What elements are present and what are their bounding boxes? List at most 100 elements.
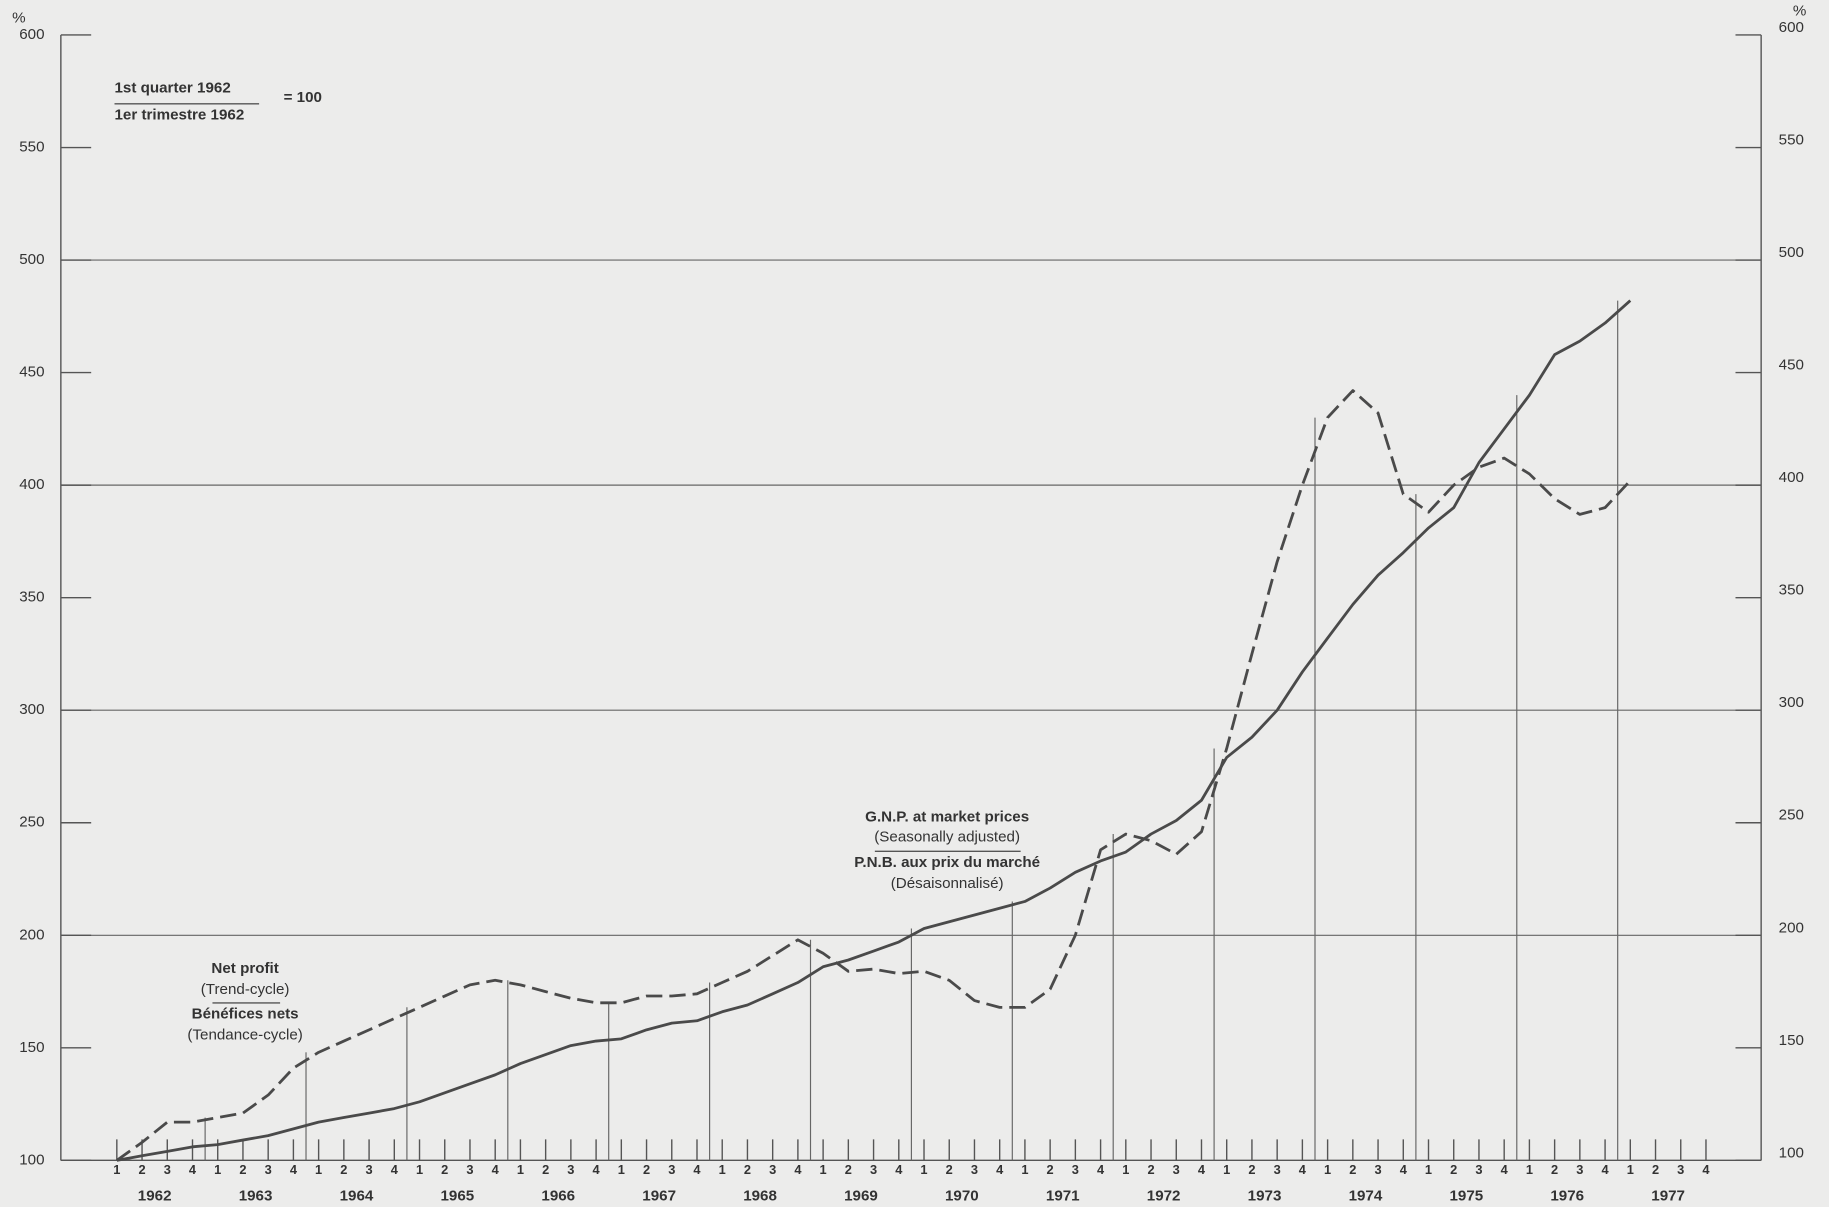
y2-tick-label: 100	[1779, 1144, 1804, 1161]
x-tick-label: 1	[719, 1162, 726, 1177]
x-tick-label: 3	[870, 1162, 877, 1177]
x-tick-label: 1	[315, 1162, 322, 1177]
x-tick-label: 1	[1223, 1162, 1230, 1177]
x-tick-label: 2	[441, 1162, 448, 1177]
y-tick-label: 600	[19, 26, 44, 43]
y-tick-label: 150	[19, 1039, 44, 1056]
y2-tick-label: 550	[1779, 132, 1804, 149]
year-label: 1967	[642, 1188, 676, 1205]
year-label: 1963	[239, 1188, 273, 1205]
x-tick-label: 4	[1602, 1162, 1610, 1177]
x-tick-label: 1	[416, 1162, 423, 1177]
x-tick-label: 4	[189, 1162, 197, 1177]
series-label: Net profit	[211, 960, 278, 977]
x-tick-label: 4	[794, 1162, 802, 1177]
x-tick-label: 4	[492, 1162, 500, 1177]
year-label: 1966	[541, 1188, 575, 1205]
y-tick-label: 350	[19, 589, 44, 606]
x-tick-label: 2	[1147, 1162, 1154, 1177]
series-label: Bénéfices nets	[192, 1006, 299, 1023]
y-tick-label: 550	[19, 139, 44, 156]
x-tick-label: 3	[1374, 1162, 1381, 1177]
y2-unit: %	[1793, 3, 1806, 20]
x-tick-label: 2	[542, 1162, 549, 1177]
year-label: 1968	[743, 1188, 777, 1205]
x-tick-label: 1	[1122, 1162, 1129, 1177]
year-label: 1973	[1248, 1188, 1282, 1205]
year-label: 1962	[138, 1188, 172, 1205]
x-tick-label: 4	[1097, 1162, 1105, 1177]
x-tick-label: 1	[618, 1162, 625, 1177]
x-tick-label: 2	[1450, 1162, 1457, 1177]
y-tick-label: 500	[19, 251, 44, 268]
y-tick-label: 100	[19, 1151, 44, 1168]
x-tick-label: 3	[769, 1162, 776, 1177]
base-note: 1er trimestre 1962	[114, 106, 244, 123]
y-tick-label: 400	[19, 476, 44, 493]
x-tick-label: 3	[164, 1162, 171, 1177]
series-label: G.N.P. at market prices	[865, 808, 1029, 825]
year-label: 1971	[1046, 1188, 1080, 1205]
x-tick-label: 2	[643, 1162, 650, 1177]
x-tick-label: 3	[1173, 1162, 1180, 1177]
y2-tick-label: 350	[1779, 582, 1804, 599]
x-tick-label: 1	[1324, 1162, 1331, 1177]
x-tick-label: 4	[895, 1162, 903, 1177]
x-tick-label: 1	[113, 1162, 120, 1177]
x-tick-label: 1	[1021, 1162, 1028, 1177]
x-tick-label: 3	[1677, 1162, 1684, 1177]
x-tick-label: 4	[693, 1162, 701, 1177]
x-tick-label: 3	[1576, 1162, 1583, 1177]
y2-tick-label: 250	[1779, 807, 1804, 824]
y2-tick-label: 500	[1779, 244, 1804, 261]
x-tick-label: 2	[845, 1162, 852, 1177]
x-tick-label: 1	[1425, 1162, 1432, 1177]
series-label: P.N.B. aux prix du marché	[854, 854, 1040, 871]
y2-tick-label: 600	[1779, 19, 1804, 36]
x-tick-label: 1	[1526, 1162, 1533, 1177]
y2-tick-label: 400	[1779, 469, 1804, 486]
x-tick-label: 2	[744, 1162, 751, 1177]
x-tick-label: 3	[1072, 1162, 1079, 1177]
x-tick-label: 2	[138, 1162, 145, 1177]
y-tick-label: 250	[19, 814, 44, 831]
x-tick-label: 4	[391, 1162, 399, 1177]
x-tick-label: 4	[290, 1162, 298, 1177]
x-tick-label: 3	[1274, 1162, 1281, 1177]
year-label: 1965	[441, 1188, 475, 1205]
year-label: 1964	[340, 1188, 374, 1205]
x-tick-label: 1	[1627, 1162, 1634, 1177]
x-tick-label: 4	[1299, 1162, 1307, 1177]
x-tick-label: 3	[466, 1162, 473, 1177]
x-tick-label: 1	[920, 1162, 927, 1177]
year-label: 1977	[1651, 1188, 1685, 1205]
x-tick-label: 2	[1047, 1162, 1054, 1177]
x-tick-label: 1	[517, 1162, 524, 1177]
x-tick-label: 4	[1702, 1162, 1710, 1177]
x-tick-label: 3	[1475, 1162, 1482, 1177]
x-tick-label: 1	[820, 1162, 827, 1177]
x-tick-label: 4	[1501, 1162, 1509, 1177]
y-tick-label: 300	[19, 701, 44, 718]
y2-tick-label: 200	[1779, 919, 1804, 936]
year-label: 1975	[1449, 1188, 1483, 1205]
x-tick-label: 1	[214, 1162, 221, 1177]
series-line	[116, 299, 1632, 1162]
y-tick-label: 200	[19, 926, 44, 943]
base-note: = 100	[284, 89, 322, 106]
y2-tick-label: 150	[1779, 1032, 1804, 1049]
x-tick-label: 3	[567, 1162, 574, 1177]
x-tick-label: 3	[668, 1162, 675, 1177]
x-tick-label: 2	[239, 1162, 246, 1177]
year-label: 1969	[844, 1188, 878, 1205]
year-label: 1976	[1550, 1188, 1584, 1205]
y-tick-label: 450	[19, 364, 44, 381]
series-line	[116, 389, 1632, 1162]
year-label: 1974	[1349, 1188, 1383, 1205]
series-label: (Désaisonnalisé)	[891, 875, 1004, 892]
x-tick-label: 3	[265, 1162, 272, 1177]
x-tick-label: 2	[1349, 1162, 1356, 1177]
